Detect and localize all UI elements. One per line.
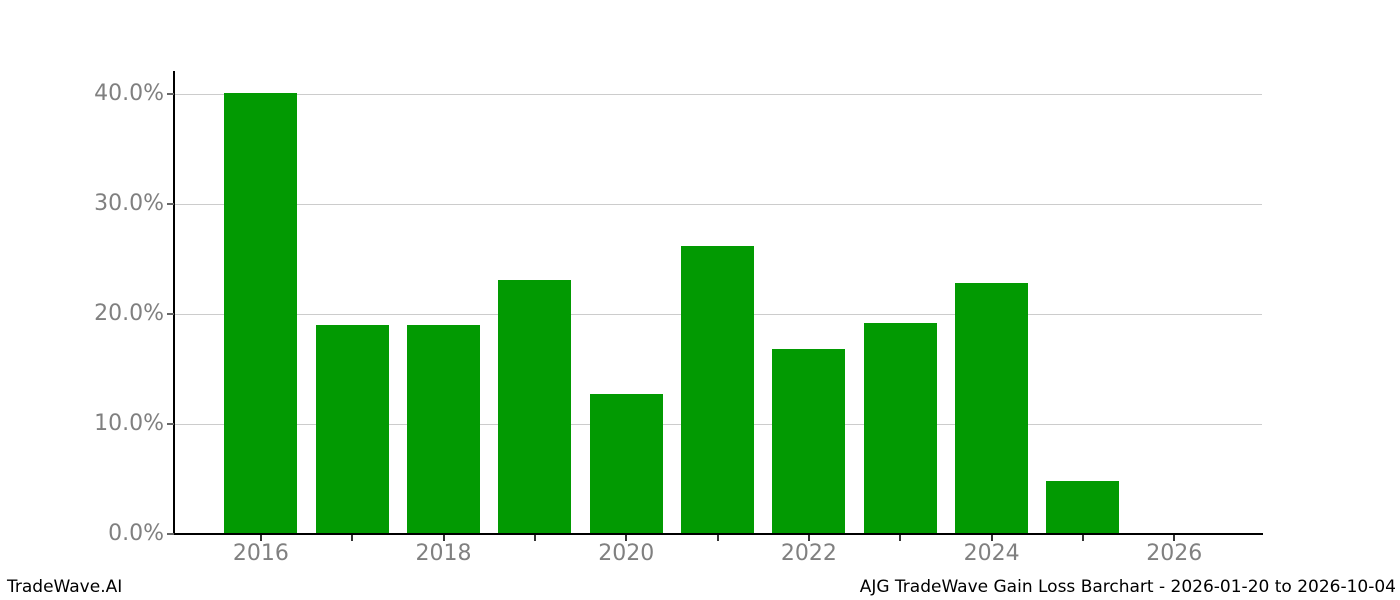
bar-2022 — [772, 349, 846, 534]
x-tick-2021 — [716, 535, 719, 541]
x-tick-2024 — [990, 535, 993, 541]
watermark-tradewave: TradeWave.AI — [7, 577, 123, 597]
x-tick-label-2016: 2016 — [232, 541, 289, 566]
x-tick-2016 — [259, 535, 262, 541]
gridline-40 — [175, 93, 1262, 95]
gridline-30 — [175, 203, 1262, 205]
bar-2017 — [315, 325, 389, 534]
x-tick-label-2026: 2026 — [1146, 541, 1203, 566]
plot-area — [175, 72, 1262, 534]
x-tick-label-2022: 2022 — [780, 541, 837, 566]
y-tick-label-0: 0.0% — [108, 521, 164, 546]
bar-2020 — [589, 394, 663, 534]
y-tick-30 — [167, 203, 174, 205]
bar-2023 — [863, 322, 937, 534]
bar-2021 — [681, 245, 755, 534]
y-axis-spine — [173, 71, 175, 535]
x-tick-label-2024: 2024 — [963, 541, 1020, 566]
y-tick-10 — [167, 423, 174, 425]
bar-2019 — [498, 279, 572, 534]
x-tick-2022 — [807, 535, 810, 541]
y-tick-label-10: 10.0% — [94, 411, 164, 436]
y-tick-40 — [167, 93, 174, 95]
chart-caption: AJG TradeWave Gain Loss Barchart - 2026-… — [859, 577, 1396, 597]
x-tick-2019 — [533, 535, 536, 541]
y-tick-label-30: 30.0% — [94, 191, 164, 216]
y-tick-20 — [167, 313, 174, 315]
bar-2024 — [955, 283, 1029, 534]
x-tick-2023 — [899, 535, 902, 541]
x-tick-2017 — [351, 535, 354, 541]
y-tick-label-20: 20.0% — [94, 301, 164, 326]
x-tick-label-2020: 2020 — [598, 541, 655, 566]
x-tick-2018 — [442, 535, 445, 541]
x-axis-spine — [173, 533, 1263, 535]
x-tick-2025 — [1081, 535, 1084, 541]
bar-2025 — [1046, 481, 1120, 534]
y-tick-label-40: 40.0% — [94, 81, 164, 106]
x-tick-2020 — [625, 535, 628, 541]
x-tick-2026 — [1173, 535, 1176, 541]
bar-2018 — [407, 325, 481, 534]
y-tick-0 — [167, 533, 174, 535]
bar-2016 — [224, 92, 298, 534]
x-tick-label-2018: 2018 — [415, 541, 472, 566]
